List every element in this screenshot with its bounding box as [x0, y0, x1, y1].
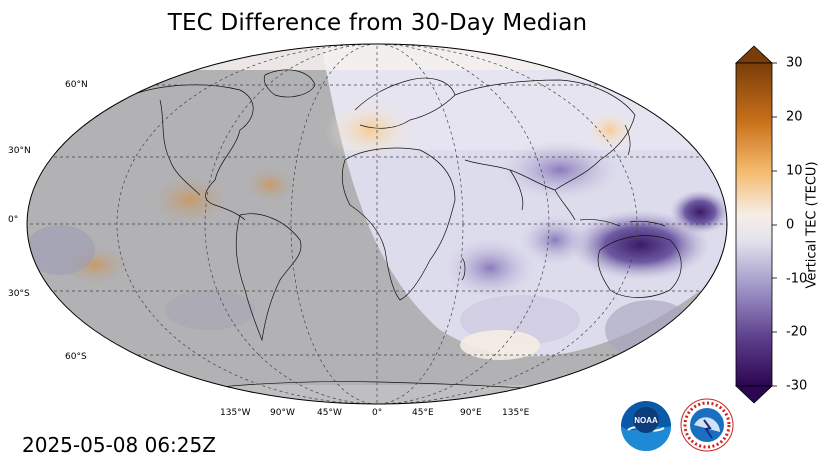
- colorbar-tick-0: 0: [786, 217, 795, 233]
- timestamp: 2025-05-08 06:25Z: [22, 433, 216, 457]
- lat-label-60n: 60°N: [65, 80, 88, 90]
- svg-text:NOAA: NOAA: [634, 416, 658, 425]
- lon-label-90w: 90°W: [270, 408, 295, 418]
- lat-label-0: 0°: [8, 215, 19, 225]
- colorbar-tick-30: 30: [786, 55, 803, 71]
- colorbar-tick-10: 10: [786, 163, 803, 179]
- map-title: TEC Difference from 30-Day Median: [167, 10, 588, 36]
- colorbar-tick-minus10: -10: [786, 271, 808, 287]
- colorbar-tick-20: 20: [786, 109, 803, 125]
- colorbar-label: Vertical TEC (TECU): [804, 161, 820, 289]
- colorbar-tick-minus30: -30: [786, 378, 808, 394]
- coastlines: [119, 69, 682, 396]
- colorbar: [734, 45, 777, 404]
- lat-label-30n: 30°N: [8, 146, 31, 156]
- noaa-logo-icon: NOAA: [621, 401, 671, 451]
- lon-label-135e: 135°E: [502, 408, 530, 418]
- lat-label-30s: 30°S: [8, 289, 30, 299]
- lon-label-90e: 90°E: [460, 408, 482, 418]
- lon-label-135w: 135°W: [220, 408, 251, 418]
- lon-label-45e: 45°E: [412, 408, 434, 418]
- colorbar-tick-minus20: -20: [786, 324, 808, 340]
- lon-label-45w: 45°W: [317, 408, 342, 418]
- lat-label-60s: 60°S: [65, 352, 87, 362]
- nws-logo-icon: [680, 398, 734, 452]
- globe-outline: [26, 43, 728, 405]
- lon-label-0: 0°: [372, 408, 383, 418]
